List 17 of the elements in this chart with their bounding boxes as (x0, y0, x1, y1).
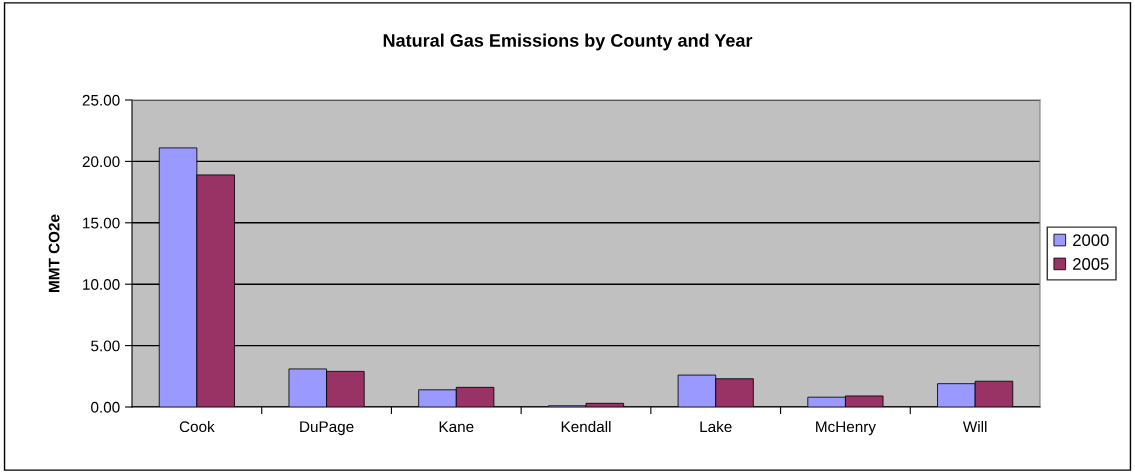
y-tick-label: 5.00 (91, 340, 120, 352)
y-tick-label: 25.00 (82, 94, 120, 106)
x-tick-label: Cook (179, 420, 215, 433)
y-tick-label: 15.00 (83, 217, 120, 229)
x-tick-label: Kane (439, 421, 474, 433)
x-tick-label: Will (962, 420, 987, 432)
y-tick-label: 10.00 (83, 279, 120, 290)
x-tick-label: McHenry (816, 421, 876, 436)
x-tick-label: Kendall (561, 420, 611, 433)
y-axis-title: MMT CO2e (48, 214, 60, 292)
chart-title: Natural Gas Emissions by County and Year (383, 33, 753, 51)
x-tick-label: DuPage (300, 421, 354, 436)
legend-label: 2000 (1073, 234, 1109, 247)
legend-label: 2005 (1073, 258, 1109, 270)
y-tick-label: 20.00 (82, 156, 120, 168)
y-tick-label: 0.00 (91, 401, 120, 413)
x-tick-label: Lake (700, 420, 732, 433)
